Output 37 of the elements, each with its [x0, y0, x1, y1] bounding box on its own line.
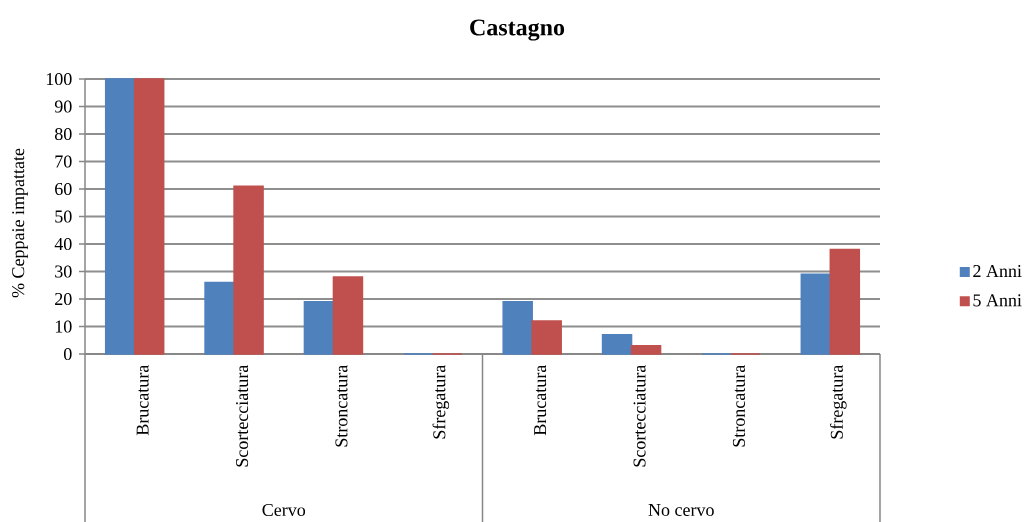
- x-tick-label: Scortecciatura: [633, 364, 646, 467]
- bar: [332, 276, 364, 355]
- y-tick-label: 40: [54, 237, 72, 251]
- y-tick-label: 80: [54, 127, 72, 141]
- x-tick-label: Stroncatura: [732, 364, 745, 447]
- bar: [630, 345, 662, 355]
- y-tick-label: 50: [55, 210, 72, 223]
- x-tick-label: Sfregatura: [432, 364, 450, 439]
- y-tick-label: 60: [55, 182, 72, 196]
- x-tick-label: Scortecciatura: [236, 364, 249, 467]
- bar: [303, 301, 335, 355]
- text: Cervo: [262, 503, 306, 517]
- bar: [204, 281, 235, 355]
- x-tick-label: Stroncatura: [335, 364, 348, 447]
- y-tick-label: 10: [55, 320, 72, 333]
- bar: [502, 301, 533, 355]
- bar: [233, 185, 264, 355]
- bar: [104, 78, 136, 355]
- y-axis-title: % Ceppaie impattate: [12, 148, 28, 298]
- y-tick-label: 0: [63, 347, 72, 361]
- bar: [800, 273, 832, 355]
- legend-label: 2 Anni: [973, 265, 1022, 277]
- y-tick-label: 20: [55, 292, 72, 306]
- y-tick-label: 70: [55, 155, 72, 168]
- bar: [829, 248, 861, 355]
- bar: [133, 78, 165, 355]
- legend-label: 5 Anni: [973, 294, 1022, 307]
- y-tick-label: 100: [46, 72, 72, 86]
- y-tick-label: 90: [54, 100, 72, 113]
- chart-title: Castagno: [470, 19, 565, 41]
- text: No cervo: [648, 504, 714, 516]
- y-tick-label: 30: [55, 265, 72, 278]
- x-tick-label: Brucatura: [136, 364, 149, 436]
- bar: [601, 334, 633, 355]
- x-tick-label: Sfregatura: [830, 364, 847, 439]
- bar: [531, 320, 562, 355]
- x-tick-label: Brucatura: [534, 364, 547, 436]
